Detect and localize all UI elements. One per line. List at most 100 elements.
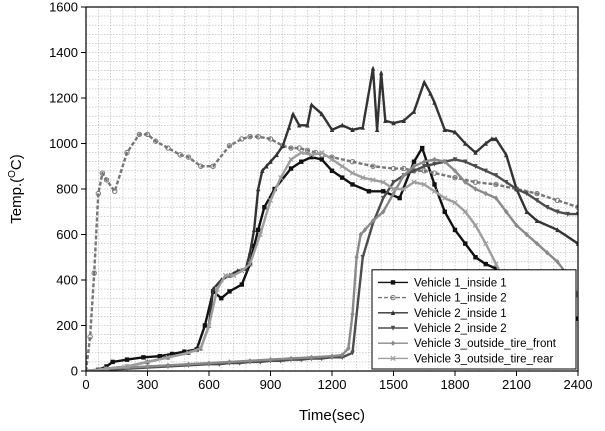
data-point xyxy=(390,186,397,192)
series-layer xyxy=(86,65,578,371)
data-point xyxy=(144,131,151,138)
data-point xyxy=(545,205,550,210)
data-point xyxy=(288,166,294,171)
legend-label: Vehicle 3_outside_tire_front xyxy=(414,338,557,350)
data-point xyxy=(256,186,261,192)
legend-item: Vehicle 1_inside 2 xyxy=(378,293,507,305)
data-point xyxy=(202,323,208,328)
data-point xyxy=(206,322,212,329)
data-point xyxy=(239,268,245,274)
data-point xyxy=(428,90,433,96)
y-tick-label: 1000 xyxy=(49,136,78,151)
legend-item: Vehicle 2_inside 1 xyxy=(378,308,507,320)
y-axis-title-sup: O xyxy=(7,170,18,178)
data-point xyxy=(524,231,529,238)
x-tick-label: 300 xyxy=(137,377,159,392)
data-point xyxy=(157,354,162,359)
data-point xyxy=(360,255,365,260)
data-point xyxy=(534,198,540,204)
data-point xyxy=(401,172,406,179)
y-tick-label: 400 xyxy=(56,273,78,288)
data-point xyxy=(255,133,261,140)
data-point xyxy=(339,163,345,169)
data-point xyxy=(504,179,509,185)
data-point xyxy=(422,79,427,85)
data-point xyxy=(452,129,458,135)
data-point xyxy=(329,156,335,163)
series-3 xyxy=(86,65,578,371)
data-point xyxy=(145,363,150,370)
data-point xyxy=(329,127,335,133)
data-point xyxy=(432,99,437,105)
data-point xyxy=(349,170,356,176)
data-point xyxy=(555,209,560,215)
data-point xyxy=(555,259,560,265)
data-point xyxy=(452,157,458,163)
y-tick-label: 1600 xyxy=(49,0,78,15)
series-line xyxy=(86,133,578,371)
data-point xyxy=(483,190,488,197)
data-point xyxy=(472,179,479,185)
legend-item: Vehicle 2_inside 2 xyxy=(378,323,507,335)
data-point xyxy=(87,334,93,340)
data-point xyxy=(483,240,489,247)
axis-ticks xyxy=(81,6,579,376)
data-point xyxy=(401,186,407,192)
data-point xyxy=(432,156,437,163)
y-tick-label: 1400 xyxy=(49,45,78,60)
data-point xyxy=(177,152,184,158)
data-point xyxy=(185,350,192,356)
data-point xyxy=(350,127,355,133)
data-point xyxy=(473,186,478,192)
data-point xyxy=(431,188,438,194)
data-point xyxy=(340,175,345,180)
legend-swatch-marker xyxy=(390,355,396,362)
legend-swatch-marker xyxy=(390,294,396,301)
data-point xyxy=(340,352,345,358)
data-point xyxy=(483,140,488,146)
data-point xyxy=(268,159,273,164)
data-point xyxy=(198,163,204,169)
data-point xyxy=(524,209,529,214)
data-point xyxy=(493,266,499,271)
data-point xyxy=(103,366,110,371)
data-point xyxy=(452,174,458,181)
data-point xyxy=(472,222,479,229)
legend-swatch-marker xyxy=(390,280,396,285)
data-point xyxy=(360,124,365,130)
data-point xyxy=(463,241,468,246)
data-point xyxy=(278,175,284,181)
data-point xyxy=(210,163,216,169)
data-point xyxy=(534,190,540,197)
data-point xyxy=(112,188,118,194)
data-point xyxy=(124,363,130,370)
data-point xyxy=(309,154,314,160)
data-point xyxy=(554,197,561,204)
data-point xyxy=(422,164,427,169)
data-point xyxy=(370,218,376,224)
data-point xyxy=(379,70,384,76)
data-point xyxy=(381,195,386,201)
data-point xyxy=(247,133,253,140)
data-point xyxy=(493,136,499,142)
legend-swatch-marker xyxy=(390,340,396,346)
tick-labels: 0 300 600 900 1200 1500 1800 2100 2400 0 200 400 600… xyxy=(49,0,592,392)
data-point xyxy=(210,286,216,292)
data-point xyxy=(304,147,311,154)
data-point xyxy=(493,195,499,201)
data-point xyxy=(124,357,130,362)
data-point xyxy=(555,227,560,233)
data-point xyxy=(366,189,372,194)
data-point xyxy=(319,111,324,117)
data-point xyxy=(262,205,267,210)
legend-item: Vehicle 3_outside_tire_front xyxy=(378,338,557,350)
data-point xyxy=(206,360,212,366)
legend-label: Vehicle 2_inside 2 xyxy=(414,323,507,335)
y-tick-label: 200 xyxy=(56,318,78,333)
data-point xyxy=(95,190,102,197)
data-point xyxy=(391,190,396,197)
data-point xyxy=(247,261,253,267)
data-point xyxy=(169,351,175,357)
x-tick-label: 1800 xyxy=(441,377,470,392)
data-point xyxy=(401,118,406,123)
